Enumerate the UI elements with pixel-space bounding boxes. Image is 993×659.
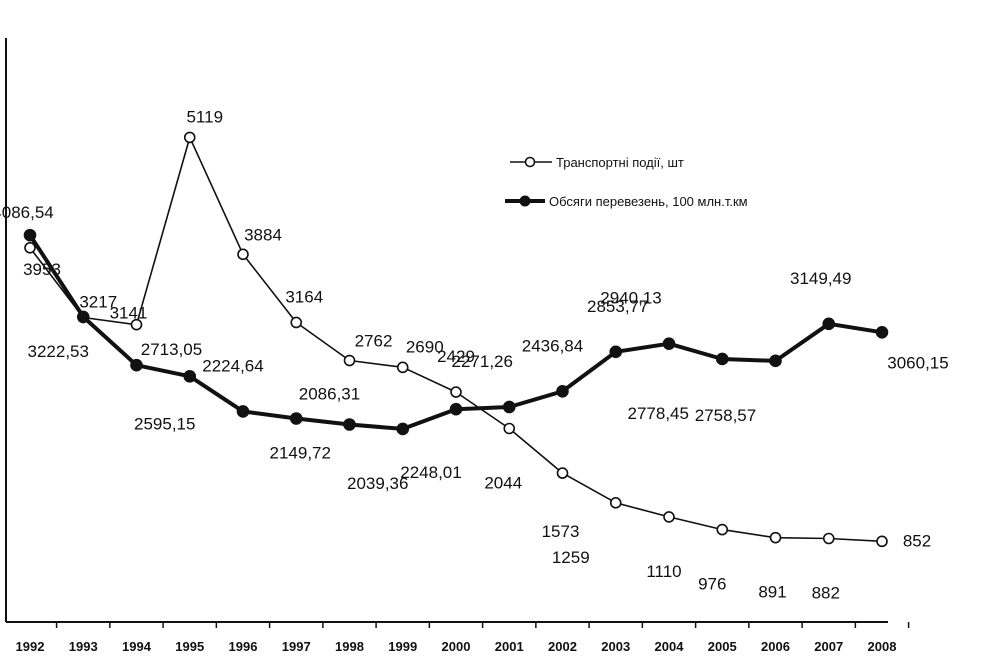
point-accidents — [450, 386, 462, 398]
data-label-accidents: 2044 — [484, 474, 522, 493]
data-label-volumes: 2248,01 — [400, 463, 461, 482]
x-axis-ticks — [55, 622, 910, 628]
series-line-volumes — [28, 234, 883, 431]
data-label-volumes: 2940,13 — [600, 289, 661, 308]
data-label-accidents: 1259 — [552, 548, 590, 567]
point-volumes — [130, 358, 143, 372]
data-label-volumes: 2436,84 — [522, 336, 583, 355]
data-label-accidents: 2762 — [355, 332, 393, 351]
x-tick-label: 1996 — [229, 639, 258, 654]
point-accidents — [609, 497, 622, 509]
x-tick-label: 1999 — [388, 639, 417, 654]
point-volumes — [715, 352, 729, 366]
data-label-accidents: 2429 — [437, 347, 475, 366]
x-tick-label: 1993 — [69, 639, 98, 654]
data-label-volumes: 2149,72 — [270, 443, 331, 462]
data-label-volumes: 3149,49 — [790, 269, 851, 288]
data-label-accidents: 5119 — [186, 107, 223, 126]
point-accidents — [769, 531, 782, 544]
point-accidents — [343, 354, 356, 367]
point-accidents — [822, 532, 835, 545]
x-tick-label: 1992 — [16, 639, 45, 654]
legend: Транспортні події, шт Обсяги перевезень,… — [505, 155, 748, 209]
point-accidents — [290, 316, 303, 329]
data-label-volumes: 2713,05 — [141, 340, 202, 359]
x-tick-label: 1998 — [335, 639, 364, 654]
data-label-accidents: 891 — [758, 583, 786, 602]
series-markers — [23, 131, 889, 548]
x-tick-label: 2000 — [442, 639, 471, 654]
x-tick-label: 2007 — [814, 639, 843, 654]
point-volumes — [502, 400, 516, 414]
point-volumes — [662, 337, 676, 350]
data-label-volumes: 2224,64 — [202, 356, 263, 375]
point-volumes — [76, 310, 90, 324]
point-volumes — [449, 402, 463, 416]
x-tick-label: 1997 — [282, 639, 311, 654]
legend-marker-volumes — [519, 195, 531, 207]
legend-label-accidents: Транспортні події, шт — [556, 155, 684, 170]
data-label-accidents: 852 — [903, 531, 931, 550]
data-label-volumes: 2778,45 — [628, 404, 689, 423]
data-label-volumes: 2595,15 — [134, 414, 195, 433]
x-axis-tick-labels: 1992 1993 1994 1995 1996 1997 1998 1999 2000 2001… — [16, 639, 897, 654]
x-tick-label: 2002 — [548, 639, 577, 654]
point-accidents — [876, 535, 888, 548]
x-tick-label: 1994 — [122, 639, 152, 654]
data-label-volumes: 2271,26 — [452, 352, 513, 371]
point-volumes — [556, 385, 569, 398]
point-volumes — [236, 405, 250, 418]
data-label-accidents: 1110 — [646, 562, 681, 581]
x-tick-label: 2006 — [761, 639, 790, 654]
point-volumes — [183, 370, 197, 383]
point-accidents — [24, 241, 36, 254]
data-label-accidents: 882 — [812, 584, 840, 603]
point-accidents — [663, 511, 675, 523]
point-volumes — [396, 422, 410, 436]
data-label-volumes: 3222,53 — [28, 342, 89, 361]
data-label-accidents: 3217 — [79, 292, 117, 311]
point-volumes — [609, 345, 623, 359]
data-label-volumes: 2039,36 — [347, 474, 408, 493]
point-volumes — [23, 228, 37, 242]
x-tick-label: 2003 — [601, 639, 630, 654]
data-label-accidents: 3953 — [23, 260, 61, 279]
point-accidents — [503, 422, 516, 435]
x-tick-label: 2005 — [708, 639, 737, 654]
data-label-volumes: 2086,31 — [299, 384, 360, 403]
data-label-volumes: 3060,15 — [887, 353, 948, 372]
data-label-volumes: 2758,57 — [695, 406, 756, 425]
x-tick-label: 1995 — [175, 639, 204, 654]
data-label-accidents: 3141 — [110, 304, 148, 323]
point-volumes — [875, 326, 889, 339]
data-label-accidents: 976 — [698, 575, 726, 594]
point-volumes — [822, 317, 836, 331]
point-accidents — [716, 523, 729, 536]
point-accidents — [130, 318, 143, 331]
point-accidents — [237, 248, 249, 261]
legend-marker-accidents — [524, 156, 536, 168]
data-label-accidents: 3164 — [285, 287, 323, 306]
data-label-accidents: 2690 — [406, 337, 444, 356]
data-label-volumes: 4086,54 — [0, 203, 54, 222]
legend-label-volumes: Обсяги перевезень, 100 млн.т.км — [549, 194, 748, 209]
point-accidents — [396, 361, 409, 374]
point-accidents — [183, 131, 196, 144]
data-label-accidents: 1573 — [542, 522, 580, 541]
x-tick-label: 2001 — [495, 639, 524, 654]
x-tick-label: 2008 — [868, 639, 897, 654]
point-volumes — [343, 418, 356, 431]
point-volumes — [769, 354, 782, 368]
data-label-volumes: 2853,77 — [587, 297, 648, 316]
point-volumes — [289, 412, 303, 425]
point-accidents — [556, 467, 569, 479]
x-tick-label: 2004 — [655, 639, 685, 654]
data-label-accidents: 3884 — [244, 225, 282, 244]
